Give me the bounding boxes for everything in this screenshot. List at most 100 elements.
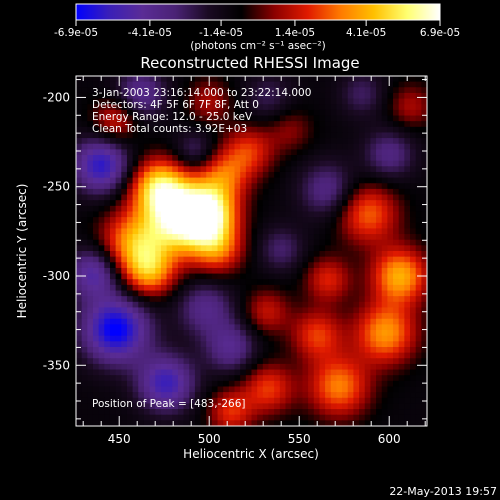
heatmap-cell [291, 200, 298, 207]
heatmap-cell [251, 76, 258, 83]
heatmap-cell [364, 324, 371, 331]
heatmap-cell [206, 375, 213, 382]
heatmap-cell [393, 160, 400, 167]
heatmap-cell [313, 149, 321, 156]
heatmap-cell [359, 92, 366, 100]
heatmap-cell [109, 160, 117, 167]
heatmap-cell [76, 420, 83, 426]
heatmap-cell [81, 273, 88, 280]
heatmap-cell [274, 324, 281, 331]
heatmap-cell [92, 290, 100, 297]
heatmap-cell [353, 239, 360, 246]
heatmap-cell [268, 296, 275, 303]
heatmap-cell [313, 341, 321, 348]
heatmap-cell [206, 290, 213, 297]
heatmap-cell [421, 324, 427, 331]
heatmap-cell [76, 330, 83, 337]
heatmap-cell [296, 290, 304, 297]
heatmap-cell [240, 352, 247, 359]
heatmap-cell [211, 273, 219, 280]
heatmap-cell [262, 284, 270, 292]
heatmap-cell [206, 341, 213, 348]
heatmap-cell [109, 109, 117, 117]
heatmap-cell [166, 279, 173, 286]
heatmap-cell [138, 143, 145, 150]
heatmap-cell [81, 363, 88, 371]
heatmap-cell [149, 121, 156, 128]
heatmap-cell [121, 369, 128, 376]
heatmap-cell [240, 228, 247, 235]
heatmap-cell [194, 217, 202, 224]
heatmap-cell [296, 335, 304, 342]
heatmap-cell [160, 234, 168, 241]
heatmap-cell [234, 149, 241, 156]
heatmap-cell [160, 115, 168, 122]
heatmap-cell [132, 166, 139, 173]
heatmap-cell [393, 104, 400, 111]
heatmap-cell [155, 177, 162, 184]
heatmap-cell [296, 324, 304, 331]
heatmap-cell [115, 92, 122, 100]
heatmap-cell [115, 324, 122, 331]
heatmap-cell [421, 121, 427, 128]
heatmap-cell [166, 251, 173, 258]
heatmap-cell [257, 205, 264, 213]
heatmap-cell [342, 228, 349, 235]
heatmap-cell [279, 267, 287, 275]
heatmap-cell [302, 155, 309, 162]
heatmap-cell [98, 352, 105, 359]
heatmap-cell [166, 245, 173, 252]
heatmap-cell [160, 92, 168, 100]
heatmap-cell [98, 228, 105, 235]
heatmap-cell [132, 318, 139, 325]
heatmap-cell [398, 121, 405, 128]
heatmap-cell [336, 273, 343, 280]
heatmap-cell [370, 324, 377, 331]
heatmap-cell [291, 296, 298, 303]
heatmap-cell [76, 166, 83, 173]
heatmap-cell [376, 132, 383, 139]
heatmap-cell [302, 307, 309, 314]
heatmap-cell [410, 414, 417, 421]
heatmap-cell [234, 273, 241, 280]
heatmap-cell [92, 98, 100, 105]
heatmap-cell [291, 104, 298, 111]
heatmap-cell [308, 92, 315, 100]
heatmap-cell [166, 143, 173, 150]
heatmap-cell [336, 409, 343, 416]
heatmap-cell [132, 267, 139, 275]
heatmap-cell [274, 98, 281, 105]
heatmap-cell [387, 81, 394, 88]
heatmap-cell [183, 200, 190, 207]
heatmap-cell [81, 307, 88, 314]
heatmap-cell [393, 81, 400, 88]
heatmap-cell [325, 251, 332, 258]
heatmap-cell [404, 392, 411, 399]
heatmap-cell [200, 363, 207, 371]
heatmap-cell [251, 397, 258, 405]
heatmap-cell [325, 109, 332, 117]
heatmap-cell [81, 92, 88, 100]
heatmap-cell [313, 245, 321, 252]
heatmap-cell [217, 284, 224, 292]
heatmap-cell [302, 380, 309, 388]
heatmap-cell [98, 330, 105, 337]
heatmap-cell [217, 205, 224, 213]
heatmap-cell [223, 420, 230, 426]
heatmap-cell [76, 211, 83, 218]
heatmap-cell [370, 98, 377, 105]
heatmap-cell [308, 392, 315, 399]
heatmap-cell [404, 369, 411, 376]
heatmap-cell [257, 403, 264, 410]
heatmap-cell [149, 115, 156, 122]
heatmap-cell [87, 403, 94, 410]
heatmap-cell [364, 155, 371, 162]
heatmap-cell [189, 160, 196, 167]
heatmap-cell [353, 177, 360, 184]
heatmap-cell [404, 409, 411, 416]
heatmap-cell [115, 307, 122, 314]
heatmap-cell [189, 324, 196, 331]
heatmap-cell [81, 279, 88, 286]
heatmap-cell [143, 143, 151, 150]
heatmap-cell [160, 81, 168, 88]
